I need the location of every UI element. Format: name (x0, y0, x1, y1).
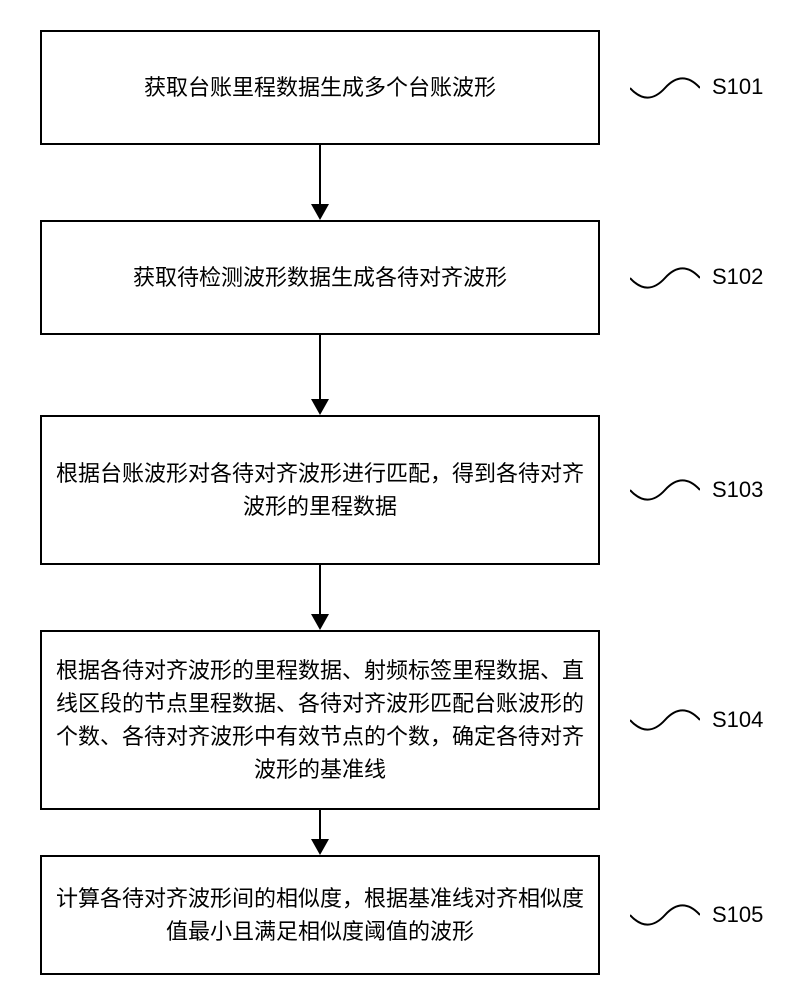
step-text: 计算各待对齐波形间的相似度，根据基准线对齐相似度值最小且满足相似度阈值的波形 (54, 882, 586, 948)
flowchart-canvas: 获取台账里程数据生成多个台账波形 S101 获取待检测波形数据生成各待对齐波形 S10… (0, 0, 785, 1000)
connector-wave (630, 74, 700, 102)
connector-wave (630, 706, 700, 734)
step-text: 根据各待对齐波形的里程数据、射频标签里程数据、直线区段的节点里程数据、各待对齐波… (54, 654, 586, 786)
step-label-s105: S105 (712, 902, 763, 928)
step-label-s102: S102 (712, 264, 763, 290)
step-box-s102: 获取待检测波形数据生成各待对齐波形 (40, 220, 600, 335)
flow-arrow (319, 335, 321, 415)
step-label-s101: S101 (712, 74, 763, 100)
connector-wave (630, 901, 700, 929)
step-text: 根据台账波形对各待对齐波形进行匹配，得到各待对齐波形的里程数据 (54, 457, 586, 523)
step-box-s103: 根据台账波形对各待对齐波形进行匹配，得到各待对齐波形的里程数据 (40, 415, 600, 565)
connector-wave (630, 264, 700, 292)
step-label-s103: S103 (712, 477, 763, 503)
step-box-s105: 计算各待对齐波形间的相似度，根据基准线对齐相似度值最小且满足相似度阈值的波形 (40, 855, 600, 975)
flow-arrow (319, 565, 321, 630)
flow-arrow (319, 145, 321, 220)
step-box-s101: 获取台账里程数据生成多个台账波形 (40, 30, 600, 145)
flow-arrow (319, 810, 321, 855)
connector-wave (630, 476, 700, 504)
step-label-s104: S104 (712, 707, 763, 733)
step-box-s104: 根据各待对齐波形的里程数据、射频标签里程数据、直线区段的节点里程数据、各待对齐波… (40, 630, 600, 810)
step-text: 获取台账里程数据生成多个台账波形 (144, 71, 496, 104)
step-text: 获取待检测波形数据生成各待对齐波形 (133, 261, 507, 294)
